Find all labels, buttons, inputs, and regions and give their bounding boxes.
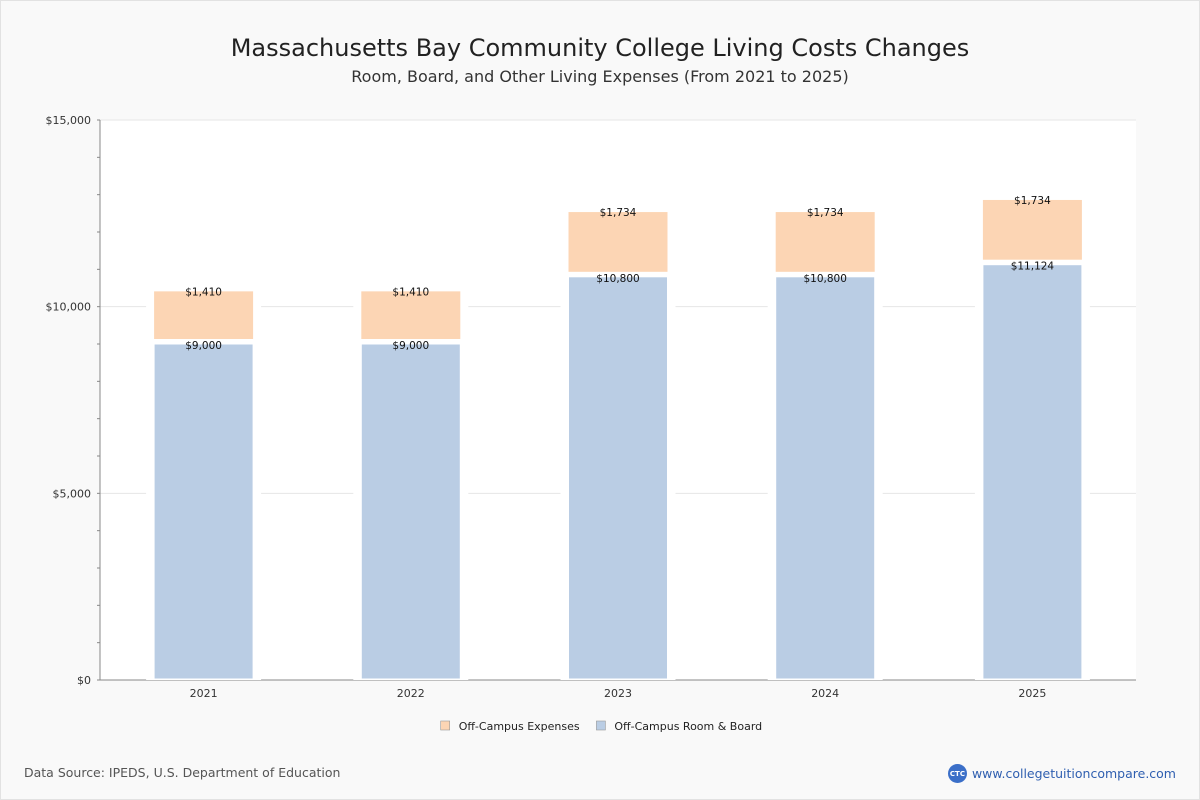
data-label-room-board: $11,124 (1011, 261, 1055, 273)
bar-room-board (982, 264, 1083, 680)
data-label-expenses: $1,734 (1014, 195, 1051, 207)
x-tick-label: 2025 (1018, 687, 1046, 700)
bar-expenses (568, 212, 668, 272)
data-label-expenses: $1,734 (807, 207, 844, 219)
data-label-room-board: $10,800 (596, 273, 639, 285)
bar-expenses (361, 291, 461, 339)
legend-label: Off-Campus Expenses (459, 720, 580, 733)
data-label-expenses: $1,410 (185, 286, 222, 298)
chart-subtitle: Room, Board, and Other Living Expenses (… (351, 67, 849, 86)
y-tick-label: $0 (77, 674, 91, 687)
chart-title: Massachusetts Bay Community College Livi… (230, 34, 970, 62)
data-label-expenses: $1,410 (392, 286, 429, 298)
legend-label: Off-Campus Room & Board (614, 720, 762, 733)
bar-room-board (775, 276, 876, 680)
data-source: Data Source: IPEDS, U.S. Department of E… (24, 765, 341, 780)
bar-room-board (360, 343, 461, 680)
x-tick-label: 2023 (604, 687, 632, 700)
brand-logo-icon: CTC (947, 764, 967, 783)
data-label-room-board: $10,800 (803, 273, 846, 285)
data-label-room-board: $9,000 (185, 340, 222, 352)
bar-room-board (153, 343, 254, 680)
bar-room-board (568, 276, 668, 680)
data-label-room-board: $9,000 (392, 340, 429, 352)
brand-url[interactable]: www.collegetuitioncompare.com (971, 766, 1176, 781)
x-tick-label: 2022 (397, 687, 425, 700)
bar-expenses (982, 199, 1082, 260)
brand-link[interactable]: CTC www.collegetuitioncompare.com (947, 764, 1176, 783)
bar-expenses (154, 291, 254, 339)
x-tick-label: 2024 (811, 687, 839, 700)
y-tick-label: $15,000 (46, 114, 92, 127)
x-tick-label: 2021 (190, 687, 218, 700)
legend-swatch (596, 720, 606, 731)
data-label-expenses: $1,734 (600, 207, 637, 219)
y-tick-label: $10,000 (46, 301, 92, 314)
legend-swatch (440, 720, 451, 731)
y-tick-label: $5,000 (53, 487, 92, 500)
bar-expenses (775, 212, 875, 272)
